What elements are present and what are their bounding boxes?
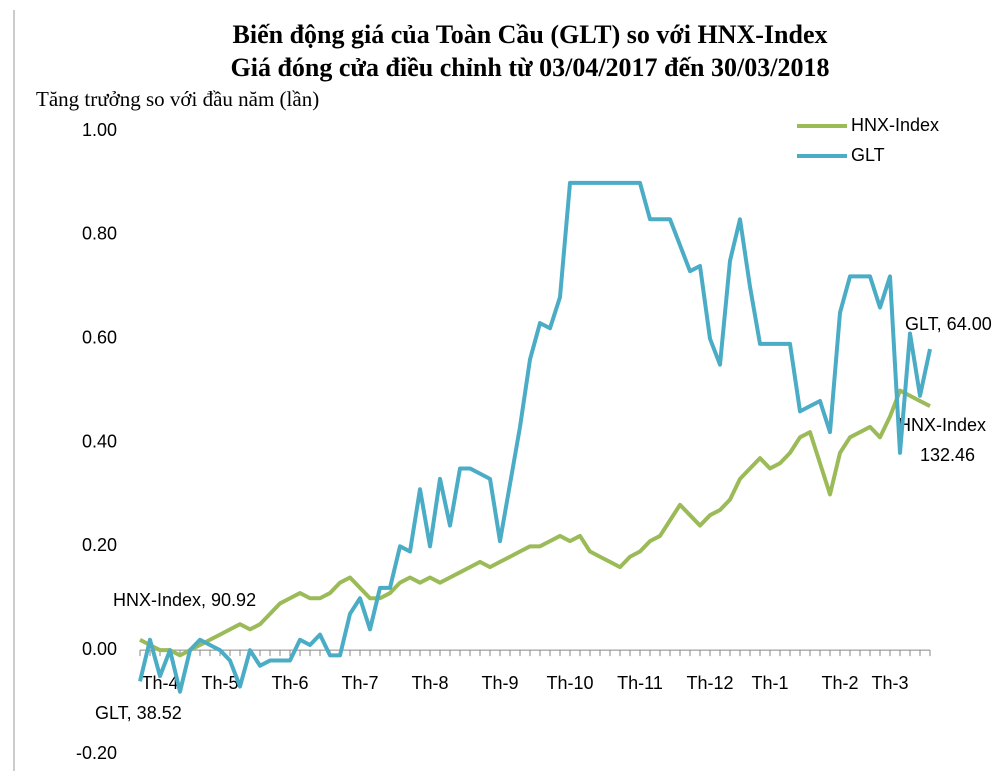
annotation: HNX-Index: [898, 415, 986, 435]
legend-label: HNX-Index: [851, 115, 939, 135]
chart-title: Biến động giá của Toàn Cầu (GLT) so với …: [233, 20, 828, 49]
annotation: HNX-Index, 90.92: [113, 590, 256, 610]
x-tick-label: Th-9: [481, 673, 518, 693]
legend-label: GLT: [851, 145, 885, 165]
x-tick-label: Th-4: [141, 673, 178, 693]
y-tick-label: 0.40: [82, 431, 117, 451]
x-tick-label: Th-2: [821, 673, 858, 693]
annotation: GLT, 64.00: [905, 314, 992, 334]
x-tick-label: Th-11: [617, 673, 663, 693]
x-tick-label: Th-7: [341, 673, 378, 693]
y-axis-label: Tăng trưởng so với đầu năm (lần): [36, 87, 319, 111]
series-line: [139, 388, 931, 658]
y-tick-label: -0.20: [76, 743, 117, 763]
x-tick-label: Th-12: [686, 673, 733, 693]
y-tick-label: 1.00: [82, 120, 117, 140]
annotation: 132.46: [920, 445, 975, 465]
y-tick-label: 0.80: [82, 224, 117, 244]
x-tick-label: Th-6: [271, 673, 308, 693]
chart-subtitle: Giá đóng cửa điều chỉnh từ 03/04/2017 đế…: [231, 53, 830, 82]
x-tick-label: Th-10: [546, 673, 593, 693]
y-tick-label: 0.20: [82, 535, 117, 555]
x-tick-label: Th-8: [411, 673, 448, 693]
x-tick-label: Th-3: [871, 673, 908, 693]
annotation: GLT, 38.52: [95, 703, 182, 723]
x-tick-label: Th-1: [751, 673, 788, 693]
y-tick-label: 0.60: [82, 327, 117, 347]
y-tick-label: 0.00: [82, 639, 117, 659]
x-tick-label: Th-5: [201, 673, 238, 693]
series-line: [138, 180, 932, 694]
